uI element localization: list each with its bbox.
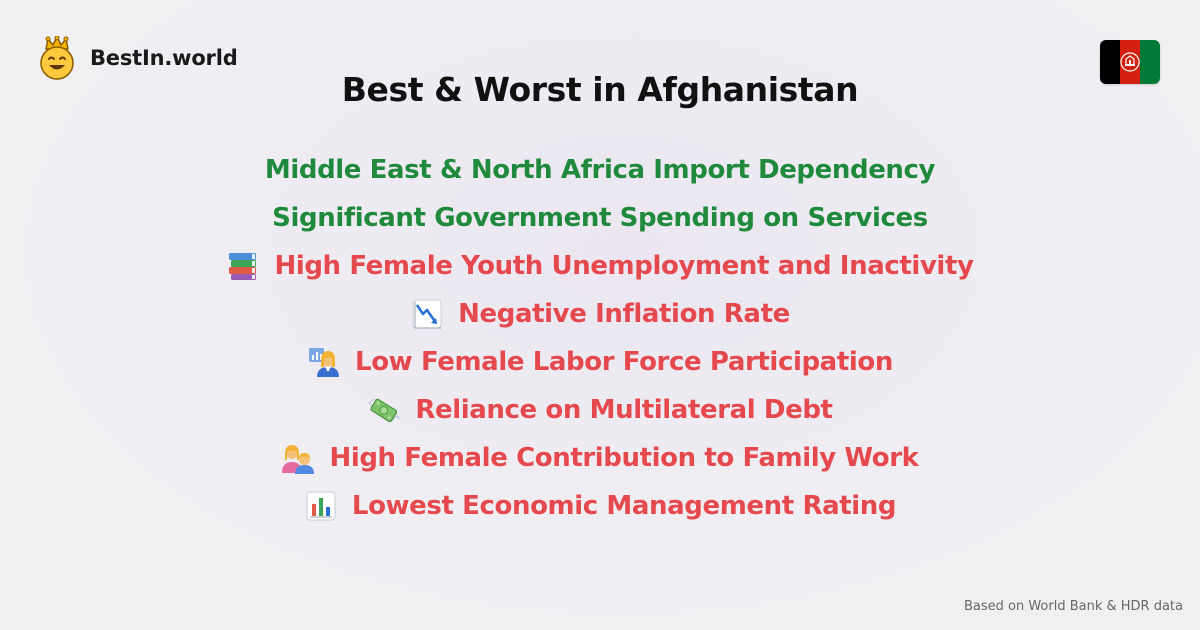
list-item: Lowest Economic Management Rating <box>0 482 1200 530</box>
brand[interactable]: BestIn.world <box>38 35 238 80</box>
item-text: Low Female Labor Force Participation <box>355 347 893 377</box>
item-text: Lowest Economic Management Rating <box>351 491 897 521</box>
family-woman-boy-icon <box>281 441 315 475</box>
list-item: High Female Youth Unemployment and Inact… <box>0 242 1200 290</box>
item-text: High Female Youth Unemployment and Inact… <box>274 251 974 281</box>
afghan-emblem-icon <box>1120 52 1140 72</box>
list-item: Significant Government Spending on Servi… <box>0 194 1200 242</box>
books-icon <box>226 249 260 283</box>
brand-name: BestIn.world <box>90 46 238 70</box>
list-item: Reliance on Multilateral Debt <box>0 386 1200 434</box>
flag-stripe-green <box>1140 40 1160 84</box>
list-item: Low Female Labor Force Participation <box>0 338 1200 386</box>
flag-stripe-black <box>1100 40 1120 84</box>
crowned-smiley-icon <box>38 35 76 80</box>
page-title: Best & Worst in Afghanistan <box>341 70 859 109</box>
item-text: Middle East & North Africa Import Depend… <box>264 155 936 185</box>
item-text: Significant Government Spending on Servi… <box>272 203 928 233</box>
afghanistan-flag-icon <box>1100 40 1160 84</box>
chart-decreasing-icon <box>410 297 444 331</box>
item-text: Reliance on Multilateral Debt <box>415 395 833 425</box>
data-source-note: Based on World Bank & HDR data <box>963 599 1183 614</box>
list-item: Middle East & North Africa Import Depend… <box>0 146 1200 194</box>
item-text: High Female Contribution to Family Work <box>329 443 919 473</box>
money-with-wings-icon <box>367 393 401 427</box>
item-text: Negative Inflation Rate <box>458 299 790 329</box>
list-item: High Female Contribution to Family Work <box>0 434 1200 482</box>
bar-chart-icon <box>304 489 338 523</box>
woman-office-worker-icon <box>307 345 341 379</box>
items-list: Middle East & North Africa Import Depend… <box>0 146 1200 530</box>
list-item: Negative Inflation Rate <box>0 290 1200 338</box>
